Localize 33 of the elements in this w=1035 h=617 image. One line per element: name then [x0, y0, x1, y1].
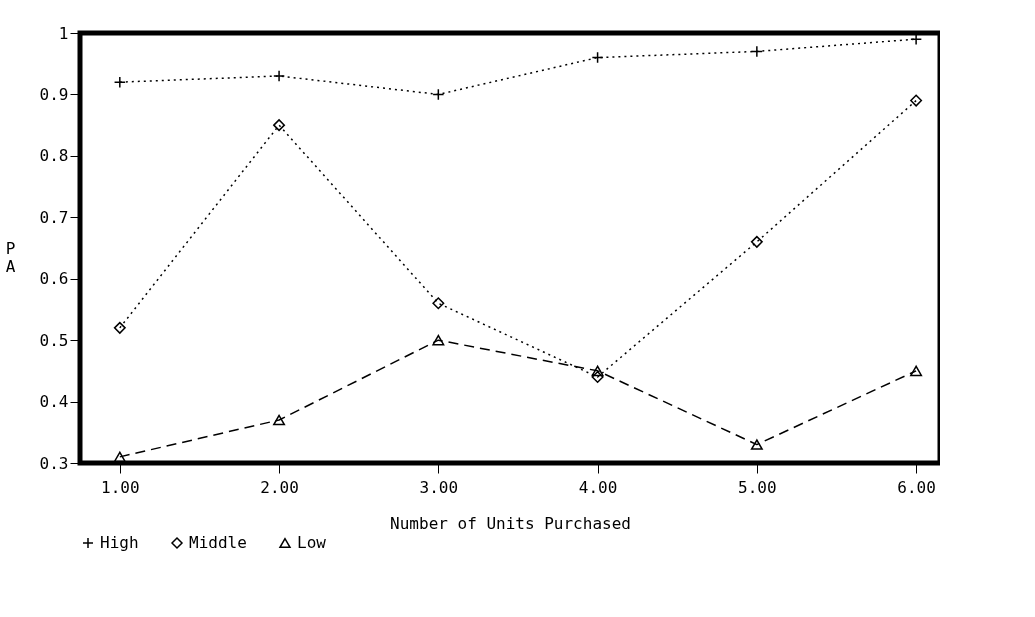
x-axis-title: Number of Units Purchased	[390, 513, 631, 533]
legend-label: Middle	[189, 533, 247, 552]
point	[750, 235, 763, 248]
point	[910, 94, 923, 107]
y-tick-label: 0.8	[39, 146, 69, 166]
legend-label: High	[100, 533, 139, 552]
y-tick-label: 0.6	[39, 269, 69, 289]
y-tick-label: 0.7	[39, 207, 69, 227]
point	[750, 439, 763, 450]
point	[432, 334, 445, 346]
point	[591, 365, 604, 377]
x-tick-label: 2.00	[260, 477, 299, 497]
x-tick-label: 4.00	[578, 477, 618, 497]
point	[273, 414, 286, 426]
y-tick-label: 0.9	[39, 84, 69, 104]
point	[432, 88, 445, 101]
point	[432, 297, 445, 310]
y-tick-label: 0.4	[39, 392, 69, 412]
x-tick-label: 6.00	[897, 477, 936, 497]
x-tick-label: 3.00	[419, 477, 459, 497]
y-axis-title: PA	[5, 238, 16, 276]
legend-label: Low	[297, 533, 327, 552]
point	[910, 365, 923, 377]
point	[113, 321, 126, 334]
point	[591, 51, 604, 64]
y-tick-label: 1	[58, 23, 69, 43]
x-tick-label: 5.00	[738, 477, 777, 497]
point	[750, 45, 763, 58]
x-tick-label: 1.00	[101, 477, 140, 497]
point	[591, 371, 604, 383]
point	[273, 119, 286, 132]
y-tick-label: 0.3	[39, 453, 69, 473]
y-tick-label: 0.5	[39, 330, 69, 350]
